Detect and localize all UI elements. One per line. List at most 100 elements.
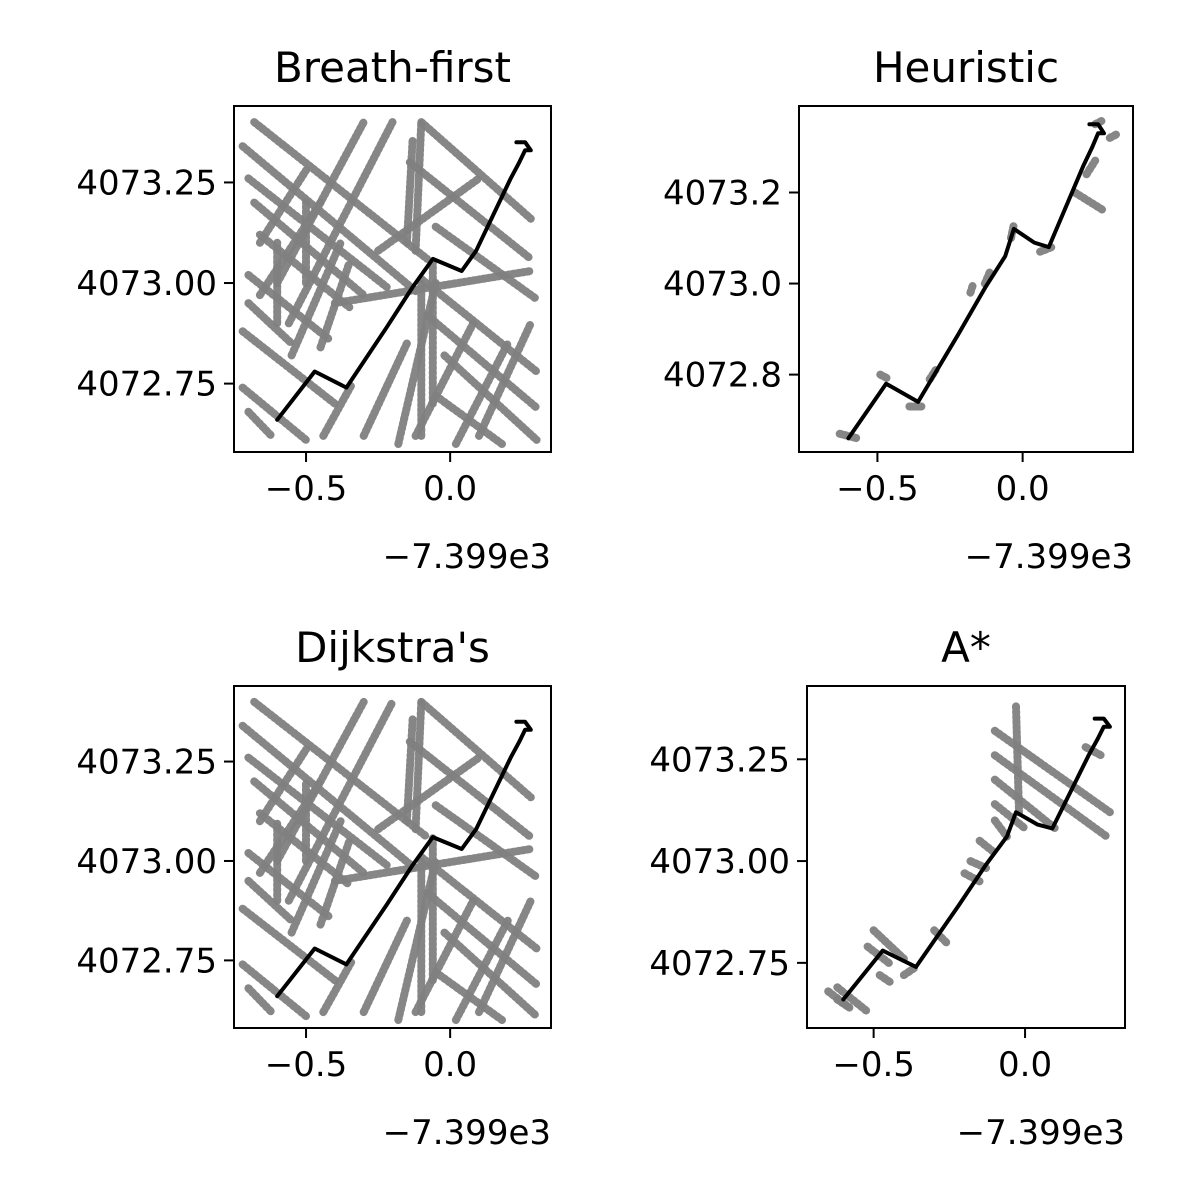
chart3-explored-edge	[411, 896, 478, 1017]
chart3-explored-edge	[287, 817, 345, 937]
chart4-explored-edge	[990, 751, 1111, 841]
chart1-xtick-label: 0.0	[423, 469, 477, 509]
chart3-explored-edge	[255, 745, 310, 826]
chart4-explored-edge	[930, 926, 951, 947]
chart4-explored-edge	[975, 836, 999, 857]
chart3-explored-edge	[440, 928, 541, 1021]
chart1-explored-edge	[255, 166, 310, 247]
chart3-explored-edge	[255, 777, 325, 877]
chart1-explored-edge	[451, 339, 512, 448]
chart4-panel: −0.5 0.0 4072.75 4073.00 4073.25 A* −7.399e3	[649, 623, 1126, 1153]
chart1-explored-edge	[238, 142, 420, 296]
chart3-explored-edge	[451, 916, 512, 1024]
chart3-path-line	[275, 719, 533, 999]
chart2-xtick-label: −0.5	[836, 469, 919, 509]
chart1-path-line	[275, 140, 533, 422]
chart4-explored-edge	[875, 971, 896, 988]
chart2-explored-edge	[966, 279, 978, 297]
chart2-path-line	[846, 122, 1106, 441]
chart1-explored-edge	[238, 327, 339, 408]
chart4-title: A*	[941, 623, 991, 672]
chart4-xtick-label: 0.0	[998, 1045, 1052, 1085]
chart2-explored-edge	[1105, 129, 1123, 142]
chart1-explored-edge	[287, 238, 345, 360]
chart2-xtick-label: 0.0	[996, 469, 1050, 509]
chart1-explored-edge	[244, 174, 391, 291]
chart4-ytick-label: 4073.00	[649, 842, 790, 882]
chart1-ytick-label: 4072.75	[76, 365, 217, 405]
chart3-explored-edge	[417, 697, 535, 802]
chart4-explored-edge	[990, 775, 1060, 833]
chart3-xtick-label: −0.5	[265, 1045, 348, 1085]
chart4-ytick-label: 4072.75	[649, 944, 790, 984]
chart1-explored-edge	[411, 319, 478, 440]
chart1-explored-edge	[284, 118, 397, 328]
chart1-explored-edge	[402, 134, 417, 247]
chart3-ytick-label: 4072.75	[76, 941, 217, 981]
chart1-xtick-label: −0.5	[265, 469, 348, 509]
chart4-explored-edge	[869, 926, 908, 963]
chart4-axes-frame	[806, 685, 1126, 1029]
chart3-ytick-label: 4073.25	[76, 743, 217, 783]
chart3-explored-edge	[374, 753, 483, 834]
chart3-explored-edge	[405, 737, 535, 842]
chart3-explored-edge	[431, 801, 541, 881]
chart2-x-offset-label: −7.399e3	[965, 537, 1133, 577]
chart3-explored-edge	[402, 713, 417, 826]
chart3-explored-edge	[411, 697, 426, 834]
chart1-explored-edge	[359, 339, 411, 440]
chart1-explored-edge	[238, 383, 310, 444]
chart4-plot-area	[824, 702, 1114, 1016]
chart1-explored-edge	[316, 258, 354, 352]
chart2-axes-frame	[798, 105, 1134, 453]
chart4-ytick-label: 4073.25	[649, 740, 790, 780]
chart4-explored-edge	[990, 816, 1011, 841]
chart4-xtick-label: −0.5	[832, 1045, 915, 1085]
chart4-explored-edge	[990, 726, 1114, 817]
chart2-ytick-label: 4072.8	[663, 356, 782, 396]
chart3-explored-edge	[316, 837, 354, 929]
chart2-title: Heuristic	[873, 43, 1059, 92]
chart1-explored-edge	[244, 407, 276, 440]
chart1-explored-edge	[431, 222, 541, 304]
chart1-explored-edge	[440, 351, 541, 444]
chart3-xtick-label: 0.0	[423, 1045, 477, 1085]
chart1-explored-edge	[475, 319, 535, 440]
chart2-explored-edge	[1082, 156, 1100, 179]
chart1-title: Breath-first	[274, 43, 511, 92]
chart1-ytick-label: 4073.25	[76, 163, 217, 203]
chart1-axes-frame	[233, 105, 552, 453]
chart3-explored-edge	[319, 956, 357, 1017]
chart3-explored-edge	[284, 697, 397, 905]
chart3-explored-edge	[238, 721, 420, 873]
chart2-explored-edge	[1070, 188, 1108, 215]
chart3-title: Dijkstra's	[295, 623, 490, 672]
chart3-ytick-label: 4073.00	[76, 842, 217, 882]
chart3-explored-edge	[359, 916, 411, 1017]
chart1-explored-edge	[411, 118, 426, 255]
chart3-plot-area	[238, 697, 541, 1024]
chart3-explored-edge	[244, 876, 296, 925]
chart4-explored-edge	[833, 983, 872, 1016]
chart2-explored-edge	[980, 265, 995, 288]
chart2-ytick-label: 4073.0	[663, 265, 782, 305]
chart4-explored-edge	[899, 962, 920, 980]
chart1-panel: −0.5 0.0 4072.75 4073.00 4073.25 Breath-first…	[76, 43, 552, 577]
chart1-explored-edge	[405, 158, 535, 263]
chart1-explored-edge	[374, 174, 483, 255]
chart1-explored-edge	[319, 379, 357, 440]
chart1-explored-edge	[423, 311, 541, 412]
chart4-explored-edge	[833, 995, 854, 1012]
chart4-path-line	[841, 716, 1112, 1002]
chart3-explored-edge	[244, 753, 391, 869]
chart3-explored-edge	[238, 904, 339, 985]
chart1-plot-area	[238, 118, 541, 448]
chart1-explored-edge	[255, 198, 325, 300]
chart3-explored-edge	[423, 888, 541, 989]
chart3-panel: −0.5 0.0 4072.75 4073.00 4073.25 Dijkstra's −7…	[76, 623, 552, 1153]
chart2-panel: −0.5 0.0 4072.8 4073.0 4073.2 Heuristic −7.399…	[663, 43, 1134, 577]
chart1-explored-edge	[244, 299, 296, 348]
chart2-explored-edge	[876, 370, 893, 384]
chart2-plot-area	[835, 115, 1123, 443]
chart3-explored-edge	[238, 960, 310, 1021]
